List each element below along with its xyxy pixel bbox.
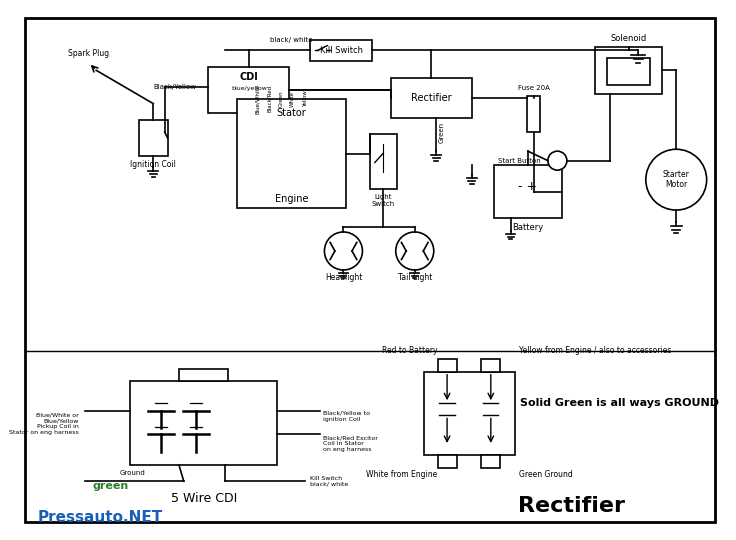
Text: CDI: CDI	[239, 72, 258, 82]
Circle shape	[548, 151, 567, 170]
Bar	[237, 99, 347, 208]
Text: Yellow: Yellow	[302, 91, 308, 107]
Circle shape	[325, 232, 362, 270]
Text: White: White	[290, 91, 295, 107]
Circle shape	[645, 149, 707, 210]
Bar	[606, 58, 650, 85]
Text: Ground: Ground	[119, 470, 145, 476]
Text: Solenoid: Solenoid	[611, 33, 647, 43]
Bar	[370, 134, 397, 189]
Text: blue/yellow: blue/yellow	[231, 86, 266, 91]
Bar	[438, 455, 456, 468]
Text: Black/Yellow to
ignition Coil: Black/Yellow to ignition Coil	[322, 411, 369, 422]
Text: 5 Wire CDI: 5 Wire CDI	[171, 492, 237, 505]
Bar	[139, 120, 168, 156]
Text: Starter
Motor: Starter Motor	[663, 170, 690, 190]
Text: Pressauto.NET: Pressauto.NET	[38, 510, 163, 525]
Text: Ignition Coil: Ignition Coil	[130, 160, 176, 169]
Bar	[424, 372, 514, 455]
Text: Kill Switch
black/ white: Kill Switch black/ white	[310, 476, 348, 487]
Text: Black/Red Excitor
Coil in Stator
on eng harness: Black/Red Excitor Coil in Stator on eng …	[322, 435, 378, 452]
Text: Stator: Stator	[277, 108, 306, 118]
Text: Fuse 20A: Fuse 20A	[517, 85, 550, 91]
Text: Start Button: Start Button	[498, 158, 540, 164]
Text: green: green	[93, 481, 129, 491]
Text: Tail Light: Tail Light	[397, 273, 432, 282]
Bar	[208, 68, 289, 113]
Text: Black/Yellow: Black/Yellow	[153, 84, 196, 90]
Text: Rectifier: Rectifier	[411, 93, 452, 103]
Text: Battery: Battery	[512, 222, 543, 232]
Bar	[179, 369, 228, 381]
Bar	[130, 381, 277, 465]
Text: Solid Green is all ways GROUND: Solid Green is all ways GROUND	[520, 398, 718, 408]
Text: Spark Plug: Spark Plug	[68, 49, 109, 58]
Text: - +: - +	[518, 180, 537, 193]
Text: Yellow from Engine / also to accessories: Yellow from Engine / also to accessories	[520, 346, 672, 355]
Text: Green Ground: Green Ground	[520, 470, 573, 479]
Text: Blue/White or
Blue/Yellow
Pickup Coil in
Stator on eng harness: Blue/White or Blue/Yellow Pickup Coil in…	[10, 413, 79, 435]
Text: White from Engine: White from Engine	[367, 470, 438, 479]
Text: Black/Red: Black/Red	[267, 85, 272, 112]
Bar	[595, 46, 662, 94]
Text: Kill Switch: Kill Switch	[319, 46, 363, 55]
Bar	[494, 165, 562, 218]
Bar	[310, 40, 372, 61]
Bar	[481, 360, 500, 372]
Bar	[481, 455, 500, 468]
Bar	[527, 96, 540, 132]
Text: Rectifier: Rectifier	[518, 496, 625, 516]
Text: Green: Green	[439, 122, 445, 143]
Bar	[391, 78, 472, 118]
Text: Headlight: Headlight	[325, 273, 362, 282]
Circle shape	[396, 232, 434, 270]
Text: Engine: Engine	[275, 194, 308, 204]
Bar	[438, 360, 456, 372]
Text: Green: Green	[279, 91, 284, 107]
Text: Light
Switch: Light Switch	[372, 194, 395, 207]
Text: black/ white: black/ white	[270, 37, 312, 43]
Text: Red to Battery: Red to Battery	[382, 346, 438, 355]
Text: Blue/White: Blue/White	[255, 84, 260, 114]
